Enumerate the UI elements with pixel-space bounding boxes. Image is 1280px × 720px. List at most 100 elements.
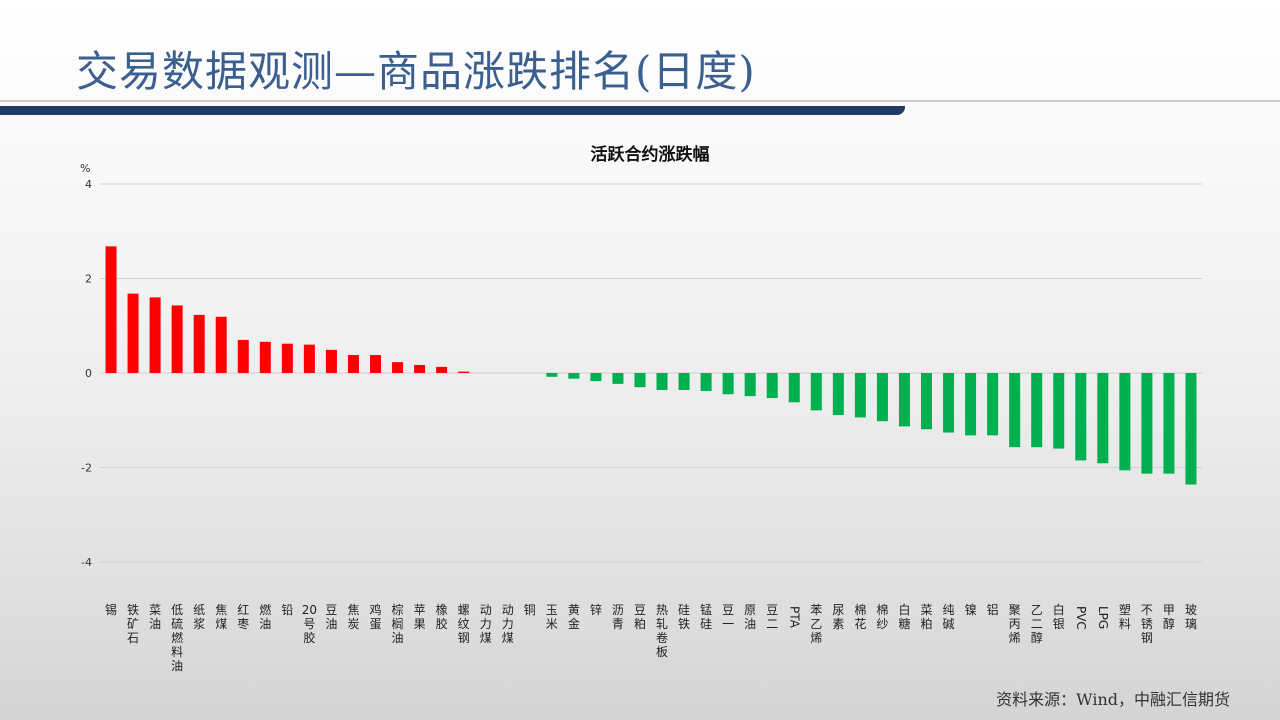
bar-锌 bbox=[590, 373, 602, 382]
bar-棉花 bbox=[854, 373, 866, 418]
x-tick-label: 鸡蛋 bbox=[369, 602, 381, 631]
y-tick-label: 0 bbox=[85, 367, 92, 380]
x-tick-label: 锰硅 bbox=[700, 602, 712, 631]
bar-焦炭 bbox=[347, 355, 359, 373]
header-accent-bar bbox=[0, 106, 905, 115]
x-tick-label: 菜粕 bbox=[920, 603, 932, 631]
bar-不锈钢 bbox=[1141, 373, 1153, 474]
bar-硅铁 bbox=[678, 373, 690, 391]
x-tick-label: 棉花 bbox=[854, 603, 866, 631]
x-tick-label: 低硫燃料油 bbox=[171, 603, 183, 673]
x-tick-label: 锡 bbox=[105, 602, 117, 617]
bar-苯乙烯 bbox=[810, 373, 822, 411]
bar-甲醇 bbox=[1163, 373, 1175, 474]
bar-黄金 bbox=[568, 373, 580, 379]
bar-PVC bbox=[1075, 373, 1087, 461]
y-tick-label: -4 bbox=[81, 556, 92, 569]
bar-LPG bbox=[1097, 373, 1109, 464]
bar-20号胶 bbox=[303, 344, 315, 373]
x-tick-label: 苹果 bbox=[414, 603, 426, 631]
bar-苹果 bbox=[414, 364, 426, 373]
bar-豆一 bbox=[722, 373, 734, 395]
x-tick-label: 黄金 bbox=[568, 603, 580, 631]
x-tick-label: 铁矿石 bbox=[127, 603, 139, 645]
bar-铁矿石 bbox=[127, 293, 139, 373]
bar-玻璃 bbox=[1185, 373, 1197, 485]
x-tick-label: 豆一 bbox=[722, 603, 734, 631]
bar-PTA bbox=[788, 373, 800, 403]
x-tick-label: 焦炭 bbox=[347, 603, 359, 631]
x-tick-label: 苯乙烯 bbox=[810, 603, 822, 645]
x-tick-label: 纸浆 bbox=[193, 603, 205, 631]
x-tick-label: 镍 bbox=[965, 603, 977, 617]
x-tick-label: 原油 bbox=[744, 603, 756, 631]
x-tick-label: 红枣 bbox=[237, 602, 249, 631]
x-tick-label: 豆粕 bbox=[634, 603, 646, 631]
bar-玉米 bbox=[546, 373, 558, 377]
bar-塑料 bbox=[1119, 373, 1131, 471]
y-axis-label: % bbox=[80, 162, 90, 175]
bar-尿素 bbox=[832, 373, 844, 416]
x-tick-label: 玻璃 bbox=[1185, 603, 1197, 631]
bar-锰硅 bbox=[700, 373, 712, 391]
bar-燃油 bbox=[259, 341, 271, 373]
bar-白银 bbox=[1053, 373, 1065, 449]
x-tick-label: 螺纹钢 bbox=[458, 603, 470, 645]
x-tick-label: 不锈钢 bbox=[1141, 603, 1153, 645]
x-tick-label: 尿素 bbox=[832, 603, 844, 631]
x-tick-label: PTA bbox=[787, 606, 801, 629]
x-tick-label: 豆二 bbox=[766, 603, 778, 631]
bar-橡胶 bbox=[436, 366, 448, 373]
x-tick-label: 橡胶 bbox=[436, 603, 448, 631]
y-tick-label: 4 bbox=[85, 178, 92, 191]
bar-锡 bbox=[105, 246, 117, 373]
bar-铝 bbox=[987, 373, 999, 436]
header-divider bbox=[0, 100, 1280, 102]
source-note: 资料来源：Wind，中融汇信期货 bbox=[996, 690, 1230, 709]
x-tick-label: 动力煤 bbox=[480, 603, 492, 645]
x-tick-label: 铅 bbox=[281, 603, 293, 617]
bar-低硫燃料油 bbox=[171, 305, 183, 373]
x-tick-label: 塑料 bbox=[1119, 602, 1131, 631]
bar-镍 bbox=[965, 373, 977, 436]
x-tick-label: 纯碱 bbox=[943, 603, 955, 631]
bar-铅 bbox=[281, 343, 293, 373]
bar-纸浆 bbox=[193, 314, 205, 373]
x-tick-label: LPG bbox=[1096, 606, 1110, 629]
x-tick-label: PVC bbox=[1074, 606, 1088, 630]
bar-原油 bbox=[744, 373, 756, 397]
bar-沥青 bbox=[612, 373, 624, 384]
bar-豆二 bbox=[766, 373, 778, 399]
bar-螺纹钢 bbox=[458, 371, 470, 373]
x-tick-label: 白银 bbox=[1053, 602, 1065, 631]
bar-豆油 bbox=[325, 349, 337, 373]
bar-菜粕 bbox=[921, 373, 932, 430]
bar-红枣 bbox=[237, 339, 249, 373]
x-tick-label: 聚丙烯 bbox=[1009, 603, 1021, 645]
bar-纯碱 bbox=[943, 373, 955, 433]
x-tick-label: 锌 bbox=[590, 603, 602, 617]
x-tick-label: 白糖 bbox=[898, 602, 910, 631]
x-tick-label: 菜油 bbox=[149, 603, 161, 631]
x-tick-label: 乙二醇 bbox=[1031, 603, 1043, 645]
x-tick-label: 燃油 bbox=[259, 602, 271, 631]
x-tick-label: 棕榈油 bbox=[392, 602, 404, 645]
chart-title: 活跃合约涨跌幅 bbox=[591, 144, 710, 165]
x-tick-label: 沥青 bbox=[612, 603, 624, 631]
y-tick-label: 2 bbox=[85, 273, 92, 286]
x-tick-label: 豆油 bbox=[325, 603, 337, 631]
bar-棕榈油 bbox=[392, 362, 404, 373]
x-tick-label: 20 号胶 bbox=[302, 603, 317, 645]
x-tick-label: 铜 bbox=[524, 602, 536, 617]
x-tick-label: 焦煤 bbox=[215, 603, 227, 631]
bar-热轧卷板 bbox=[656, 373, 668, 391]
bar-豆粕 bbox=[634, 373, 646, 388]
x-tick-label: 甲醇 bbox=[1163, 603, 1175, 631]
bar-棉纱 bbox=[876, 373, 888, 422]
x-tick-label: 玉米 bbox=[546, 603, 558, 631]
bar-聚丙烯 bbox=[1009, 373, 1021, 448]
y-tick-label: -2 bbox=[81, 462, 92, 475]
page-title: 交易数据观测—商品涨跌排名(日度) bbox=[76, 47, 756, 96]
x-tick-label: 动力煤 bbox=[502, 603, 514, 645]
bar-白糖 bbox=[898, 373, 910, 427]
